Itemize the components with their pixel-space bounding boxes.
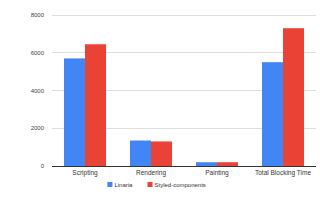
- chart-container: 0 2000 4000 6000 8000 Scripting Rendering Paint…: [0, 0, 320, 198]
- legend-swatch: [148, 182, 153, 187]
- y-tick-label: 6000: [31, 50, 45, 56]
- bar: [64, 58, 85, 166]
- x-tick-label: Rendering: [136, 169, 166, 177]
- y-tick-label: 2000: [31, 125, 45, 131]
- x-tick-label: Painting: [205, 169, 229, 177]
- x-axis-line: [52, 166, 316, 167]
- y-tick-label: 0: [41, 163, 45, 169]
- x-tick-label: Total Blocking Time: [255, 169, 311, 177]
- bar: [85, 44, 106, 166]
- bars: [64, 28, 304, 166]
- y-tick-label: 4000: [31, 88, 45, 94]
- legend-label: Styled-components: [155, 182, 206, 188]
- legend-swatch: [107, 182, 112, 187]
- bar: [151, 141, 172, 166]
- chart-svg: 0 2000 4000 6000 8000 Scripting Rendering Paint…: [0, 0, 320, 198]
- x-tick-label: Scripting: [72, 169, 98, 177]
- y-tick-label: 8000: [31, 12, 45, 18]
- bar: [130, 141, 151, 166]
- legend-label: Linaria: [114, 182, 133, 188]
- legend: Linaria Styled-components: [107, 182, 205, 188]
- grid-line: [52, 166, 316, 167]
- grid-line: [52, 15, 316, 16]
- bar: [217, 162, 238, 166]
- bar: [196, 162, 217, 166]
- bar: [283, 28, 304, 166]
- bar: [262, 62, 283, 166]
